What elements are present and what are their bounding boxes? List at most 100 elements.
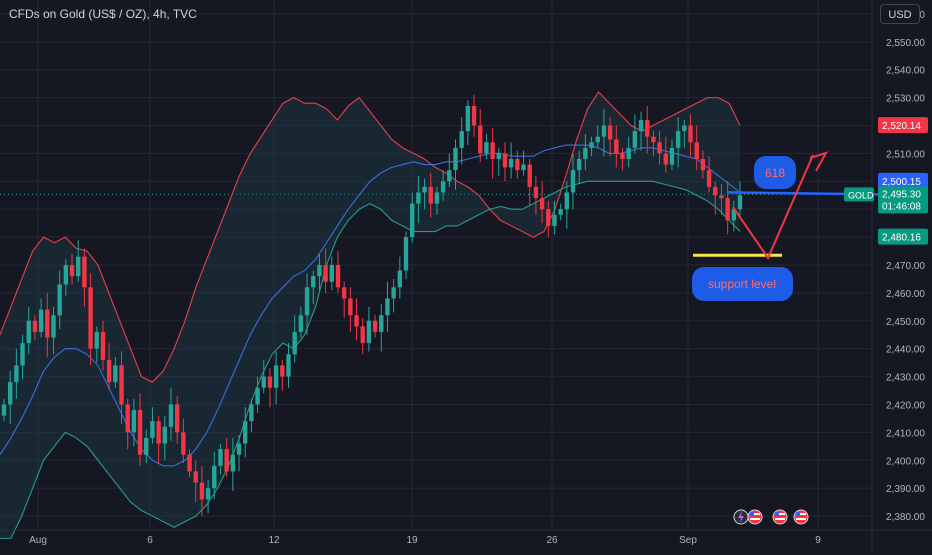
- candle-body: [440, 181, 446, 193]
- projection-arrowhead: [809, 151, 829, 172]
- candle-body: [218, 449, 223, 466]
- candle-body: [267, 376, 273, 388]
- candle-body: [181, 432, 186, 455]
- y-tick-label: 2,440.00: [886, 345, 925, 356]
- candle-body: [657, 142, 662, 154]
- candle-body: [490, 142, 495, 159]
- price-labels: 2,520.14 2,500.15 2,480.16 GOLD 2,495.3001:4…: [844, 117, 928, 245]
- y-tick-label: 2,550.00: [886, 38, 925, 49]
- upper-band-price-bg: [878, 117, 928, 134]
- candle-body: [82, 256, 87, 288]
- candle-body: [360, 326, 365, 344]
- y-tick-label: 2,510.00: [886, 149, 925, 160]
- x-tick-label: 26: [546, 535, 558, 546]
- candle-body: [57, 284, 62, 316]
- candle-body: [626, 147, 631, 159]
- last-price: 2,495.30: [882, 189, 921, 200]
- y-tick-label: 2,410.00: [886, 428, 925, 439]
- symbol-tag: GOLD: [848, 190, 874, 200]
- candle-body: [32, 320, 38, 332]
- middle-band-price-bg: [878, 172, 928, 189]
- candle-body: [249, 404, 254, 422]
- target-bubble[interactable]: [754, 156, 796, 189]
- candle-body: [527, 164, 532, 187]
- candle-body: [51, 315, 56, 338]
- candle-body: [595, 136, 600, 143]
- candle-body: [286, 354, 291, 377]
- us-flag-icon[interactable]: [747, 509, 763, 525]
- y-tick-label: 2,420.00: [886, 400, 925, 411]
- candle-body: [379, 315, 384, 332]
- candle-body: [76, 256, 81, 277]
- candle-body: [713, 186, 718, 196]
- y-tick-label: 2,460.00: [886, 289, 925, 300]
- y-tick-label: 2,450.00: [886, 317, 925, 328]
- countdown: 01:46:08: [882, 201, 921, 212]
- candle-body: [638, 119, 644, 132]
- candle-body: [471, 106, 477, 126]
- candle-body: [385, 298, 390, 316]
- candle-body: [669, 147, 675, 165]
- us-flag-icon[interactable]: [772, 509, 788, 525]
- candle-body: [261, 376, 266, 388]
- lightning-icon[interactable]: [733, 509, 749, 525]
- y-tick-label: 2,380.00: [886, 512, 925, 523]
- candle-body: [119, 365, 124, 405]
- candle-body: [317, 265, 322, 277]
- candle-body: [224, 449, 229, 472]
- candle-body: [88, 287, 93, 349]
- candle-body: [459, 131, 464, 148]
- flag-stripe: [750, 518, 760, 520]
- support-bubble[interactable]: [692, 267, 793, 301]
- candles[interactable]: [1, 94, 743, 517]
- candle-body: [397, 270, 403, 288]
- y-tick-label: 2,400.00: [886, 456, 925, 467]
- us-flag-icon[interactable]: [793, 509, 809, 525]
- candle-body: [168, 404, 174, 427]
- candle-body: [162, 426, 168, 444]
- x-tick-label: 6: [147, 535, 153, 546]
- flag-canton: [796, 512, 800, 516]
- candle-body: [366, 320, 372, 344]
- upper-band-price: 2,520.14: [882, 121, 921, 132]
- symbol-tag-bg: [844, 187, 874, 202]
- candle-body: [447, 170, 452, 182]
- candle-body: [552, 214, 557, 226]
- candle-body: [737, 195, 743, 210]
- currency-button[interactable]: USD: [880, 4, 920, 24]
- candle-body: [100, 331, 106, 360]
- upper-band-line: [0, 91, 741, 383]
- candle-body: [7, 382, 13, 405]
- candle-body: [38, 309, 44, 332]
- candle-body: [230, 454, 236, 472]
- candle-body: [731, 209, 737, 221]
- candle-body: [484, 142, 489, 154]
- candle-body: [354, 315, 359, 327]
- candle-body: [496, 153, 501, 159]
- candle-body: [372, 320, 378, 332]
- candle-body: [341, 287, 347, 299]
- candle-body: [348, 298, 353, 316]
- candle-body: [391, 287, 396, 299]
- candle-body: [311, 276, 316, 288]
- candle-body: [706, 170, 712, 187]
- candle-body: [156, 421, 161, 444]
- candle-body: [700, 159, 706, 171]
- candle-body: [478, 125, 483, 154]
- candle-body: [236, 443, 242, 455]
- candle-body: [589, 142, 594, 148]
- candle-body: [570, 170, 576, 193]
- candle-body: [632, 131, 638, 148]
- candle-body: [694, 142, 699, 159]
- target-label: 618: [765, 166, 785, 180]
- event-icons[interactable]: [733, 509, 809, 525]
- candle-body: [719, 195, 724, 199]
- candle-body: [508, 159, 514, 168]
- candle-body: [137, 410, 143, 455]
- candle-body: [453, 147, 458, 171]
- candle-body: [539, 198, 545, 210]
- candle-body: [725, 198, 730, 221]
- candle-body: [651, 136, 656, 143]
